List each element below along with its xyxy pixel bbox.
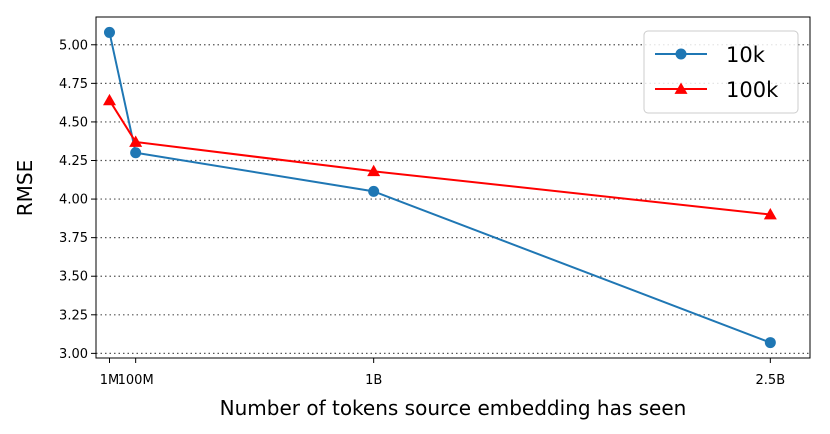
point-circle: [103, 26, 115, 38]
legend-label: 10k: [726, 43, 766, 67]
point-triangle: [674, 82, 688, 94]
series-layer: [102, 26, 777, 349]
series-10k: [103, 26, 776, 349]
series-100k: [102, 93, 777, 220]
point-triangle: [763, 208, 777, 220]
point-triangle: [102, 93, 116, 106]
legend-label: 100k: [726, 78, 779, 102]
y-tick-label: 5.00: [59, 38, 88, 53]
y-axis: 3.00 3.25 3.50 3.75 4.00 4.25 4.50 4.75 5.00: [59, 38, 96, 362]
y-tick-label: 4.00: [59, 193, 88, 208]
x-tick-label: 2.5B: [756, 373, 786, 388]
legend: 10k 100k: [643, 30, 799, 114]
series-line: [108, 32, 771, 344]
point-triangle: [367, 164, 381, 177]
y-tick-label: 3.75: [59, 231, 88, 246]
point-circle: [130, 147, 142, 159]
y-tick-label: 3.50: [59, 270, 88, 285]
x-tick-label: 1B: [365, 373, 382, 388]
y-tick-label: 4.75: [59, 77, 88, 92]
y-tick-label: 4.25: [59, 154, 88, 169]
y-tick-label: 4.50: [59, 115, 88, 130]
point-circle: [368, 185, 380, 197]
y-tick-label: 3.25: [59, 308, 88, 323]
x-axis-title: Number of tokens source embedding has se…: [220, 396, 687, 420]
point-circle: [675, 48, 687, 60]
point-circle: [764, 337, 776, 349]
x-tick-label: 100M: [118, 373, 154, 388]
plot-frame: [95, 16, 811, 359]
point-triangle: [129, 135, 143, 147]
y-tick-label: 3.00: [59, 347, 88, 362]
x-tick-label: 1M: [100, 373, 120, 388]
series-line: [108, 99, 771, 216]
y-axis-title: RMSE: [13, 160, 37, 216]
